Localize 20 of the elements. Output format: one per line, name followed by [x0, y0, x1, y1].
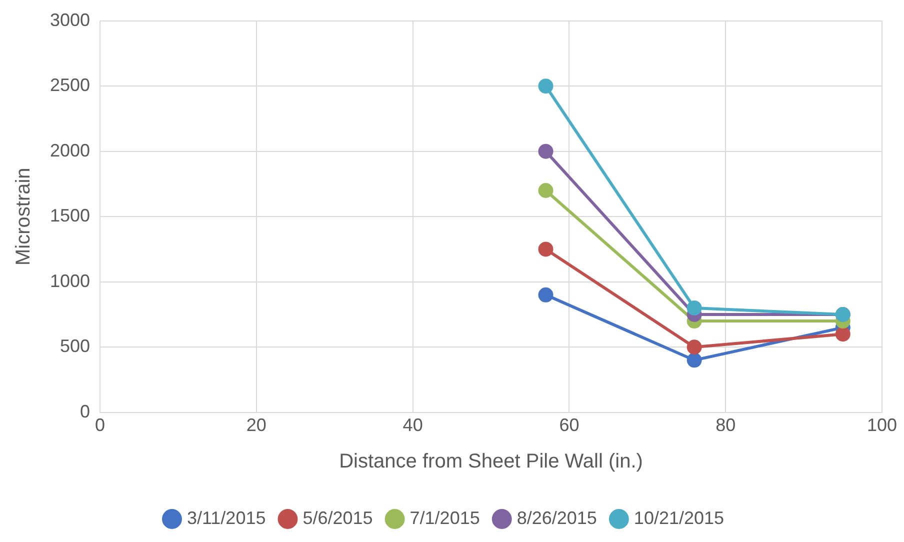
- x-tick-label: 20: [246, 415, 266, 436]
- y-tick-label: 1500: [50, 206, 90, 226]
- x-tick-label: 60: [559, 415, 580, 436]
- legend-label: 8/26/2015: [516, 508, 597, 528]
- x-tick-label: 100: [866, 415, 898, 436]
- y-tick-label: 2500: [50, 75, 90, 96]
- x-tick-label: 80: [716, 415, 736, 436]
- legend-label: 5/6/2015: [302, 508, 373, 528]
- x-axis-title: Distance from Sheet Pile Wall (in.): [339, 450, 643, 473]
- x-tick-label: 40: [402, 415, 423, 436]
- y-tick-label: 0: [80, 401, 90, 422]
- y-axis-title: Microstrain: [12, 168, 35, 266]
- legend-label: 7/1/2015: [410, 508, 480, 528]
- x-tick-label: 0: [95, 415, 106, 436]
- y-tick-label: 2000: [50, 140, 90, 160]
- y-tick-label: 500: [60, 336, 90, 356]
- y-tick-label: 3000: [50, 10, 90, 30]
- legend-label: 10/21/2015: [634, 508, 724, 528]
- y-tick-label: 1000: [50, 270, 90, 291]
- legend-label: 3/11/2015: [186, 508, 266, 528]
